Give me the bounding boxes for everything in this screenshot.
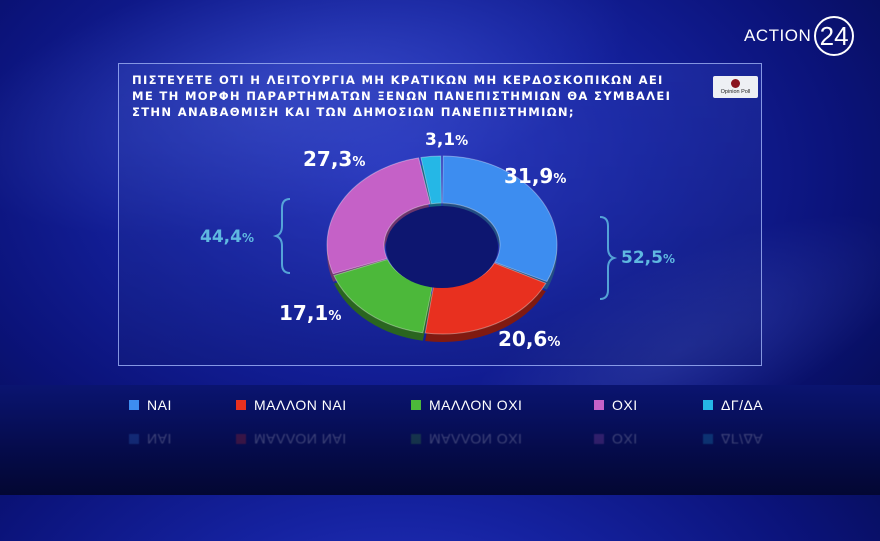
legend-reflection-item: ΝΑΙ <box>129 431 172 447</box>
legend-label: ΔΓ/ΔΑ <box>721 397 764 413</box>
bracket-left <box>272 198 291 274</box>
channel-logo-number: 24 <box>814 16 854 56</box>
slice-label: 17,1% <box>279 301 342 325</box>
slice-label: 3,1% <box>425 130 469 150</box>
source-logo-text: Opinion Poll <box>720 89 751 95</box>
legend-item: ΝΑΙ <box>129 397 172 413</box>
legend-reflection-label: ΜΑΛΛΟΝ ΝΑΙ <box>254 431 347 447</box>
bracket-right <box>599 216 618 300</box>
legend-reflection-item: ΟΧΙ <box>594 431 638 447</box>
group-label: 44,4% <box>200 227 254 247</box>
legend-swatch <box>129 400 139 410</box>
legend-label: ΜΑΛΛΟΝ ΟΧΙ <box>429 397 523 413</box>
chart-title-line: ΣΤΗΝ ΑΝΑΒΑΘΜΙΣΗ ΚΑΙ ΤΩΝ ΔΗΜΟΣΙΩΝ ΠΑΝΕΠΙΣ… <box>132 105 575 119</box>
legend-item: ΔΓ/ΔΑ <box>703 397 763 413</box>
legend-swatch <box>411 400 421 410</box>
slice-label: 20,6% <box>498 327 561 351</box>
legend-item: ΜΑΛΛΟΝ ΝΑΙ <box>236 397 347 413</box>
legend-swatch <box>594 434 604 444</box>
channel-logo: ACTION 24 <box>744 16 854 56</box>
legend-label: ΝΑΙ <box>147 397 172 413</box>
legend-swatch <box>236 400 246 410</box>
legend-reflection-item: ΜΑΛΛΟΝ ΟΧΙ <box>411 431 522 447</box>
studio-floor <box>0 385 880 495</box>
source-logo-icon <box>731 79 740 88</box>
legend-swatch <box>594 400 604 410</box>
donut-slice <box>326 157 431 275</box>
legend-reflection-label: ΔΓ/ΔΑ <box>721 431 764 447</box>
source-logo: Opinion Poll <box>713 76 758 98</box>
legend-reflection-item: ΜΑΛΛΟΝ ΝΑΙ <box>236 431 347 447</box>
legend-item: ΟΧΙ <box>594 397 638 413</box>
legend-swatch <box>411 434 421 444</box>
legend-swatch <box>129 434 139 444</box>
legend-reflection-label: ΜΑΛΛΟΝ ΟΧΙ <box>429 431 523 447</box>
slice-label: 27,3% <box>303 147 366 171</box>
chart-title-line: ΠΙΣΤΕΥΕΤΕ ΟΤΙ Η ΛΕΙΤΟΥΡΓΙΑ ΜΗ ΚΡΑΤΙΚΩΝ Μ… <box>132 73 664 87</box>
legend-reflection-label: ΟΧΙ <box>612 431 638 447</box>
donut-hole <box>386 206 498 288</box>
legend-reflection-label: ΝΑΙ <box>147 431 172 447</box>
legend-swatch <box>236 434 246 444</box>
legend-reflection: ΝΑΙ ΜΑΛΛΟΝ ΝΑΙ ΜΑΛΛΟΝ ΟΧΙ ΟΧΙ ΔΓ/ΔΑ <box>0 425 880 447</box>
chart-title-line: ΜΕ ΤΗ ΜΟΡΦΗ ΠΑΡΑΡΤΗΜΑΤΩΝ ΞΕΝΩΝ ΠΑΝΕΠΙΣΤΗ… <box>132 89 672 103</box>
chart-legend: ΝΑΙ ΜΑΛΛΟΝ ΝΑΙ ΜΑΛΛΟΝ ΟΧΙ ΟΧΙ ΔΓ/ΔΑ <box>0 397 880 419</box>
legend-label: ΜΑΛΛΟΝ ΝΑΙ <box>254 397 347 413</box>
slice-label: 31,9% <box>504 164 567 188</box>
legend-swatch <box>703 400 713 410</box>
legend-label: ΟΧΙ <box>612 397 638 413</box>
legend-swatch <box>703 434 713 444</box>
donut-slice <box>420 155 442 205</box>
channel-logo-text: ACTION <box>744 26 812 45</box>
legend-item: ΜΑΛΛΟΝ ΟΧΙ <box>411 397 522 413</box>
chart-title: ΠΙΣΤΕΥΕΤΕ ΟΤΙ Η ΛΕΙΤΟΥΡΓΙΑ ΜΗ ΚΡΑΤΙΚΩΝ Μ… <box>132 72 692 120</box>
donut-slice <box>442 155 558 283</box>
group-label: 52,5% <box>621 248 675 268</box>
donut-chart <box>272 155 618 342</box>
legend-reflection-item: ΔΓ/ΔΑ <box>703 431 763 447</box>
